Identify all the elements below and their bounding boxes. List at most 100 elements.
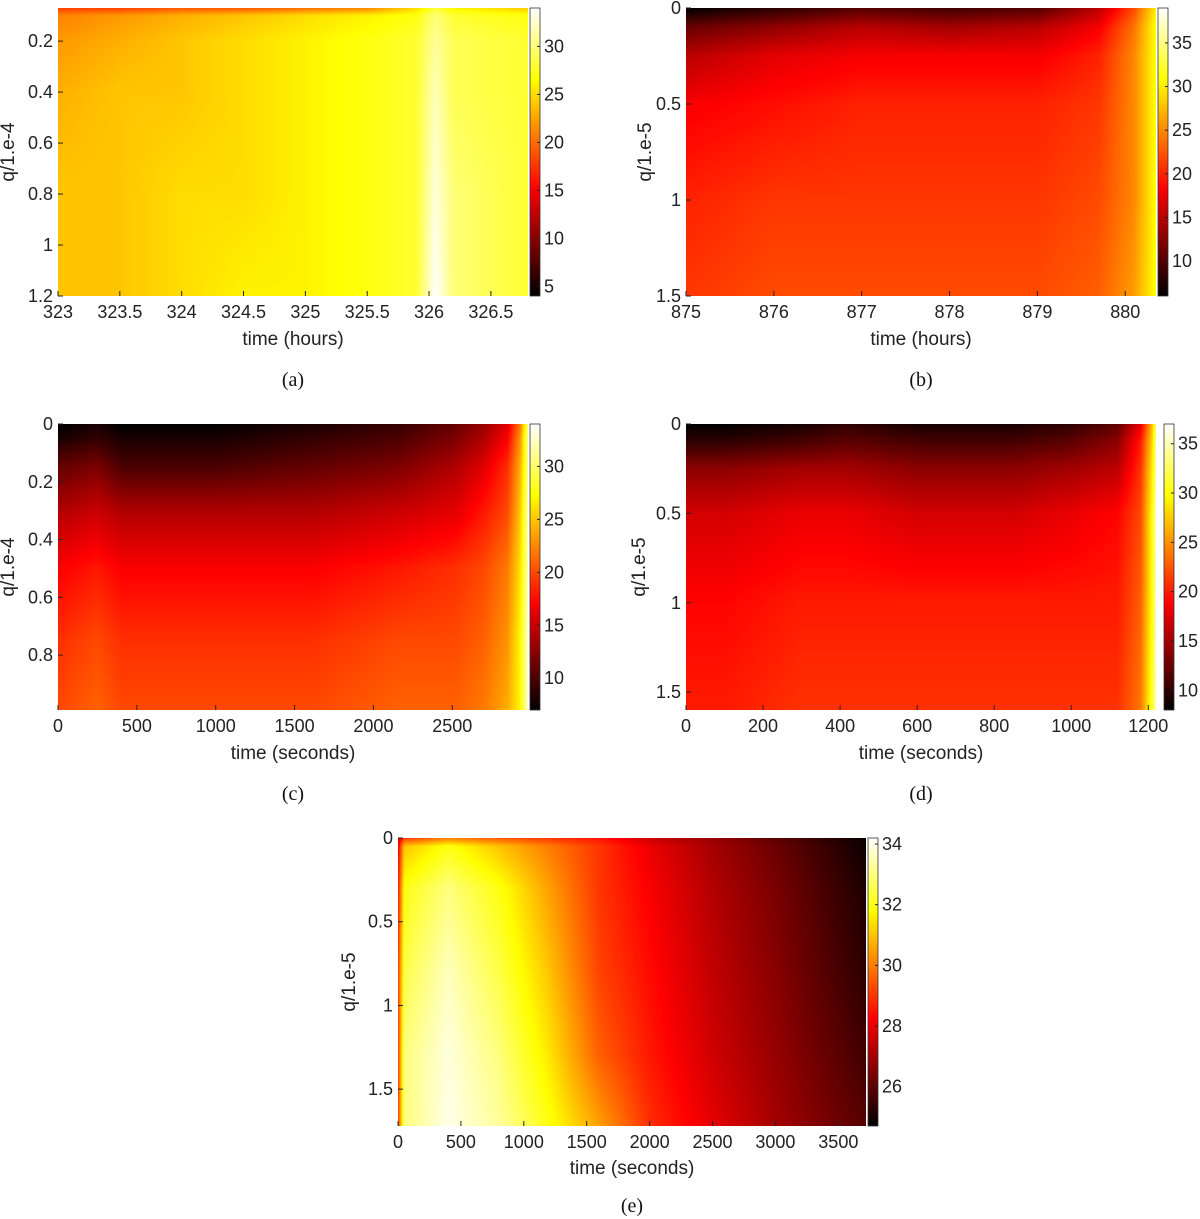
colorbar-c	[529, 423, 541, 711]
colorbar-tick-label: 15	[544, 615, 564, 635]
panel-b: 875 876 877 878 879 880 0 0.5 1 1.5 10 15 20 25 30 35 t…	[635, 0, 1192, 391]
panel-e: 0 500 1000 1500 2000 2500 3000 3500 0 0.5 1 1.5 26 28…	[339, 828, 902, 1217]
colorbar-tick-label: 10	[1172, 251, 1192, 271]
colorbar-tick-label: 30	[544, 36, 564, 56]
x-tick-label: 1000	[504, 1132, 544, 1152]
x-tick-label: 1500	[275, 716, 315, 736]
caption-a: (a)	[282, 369, 304, 391]
caption-e: (e)	[621, 1195, 643, 1217]
colorbar-d	[1163, 423, 1175, 711]
colorbar-tick-label: 20	[544, 562, 564, 582]
x-tick-label: 326.5	[468, 302, 513, 322]
axes-d: 0 200 400 600 800 1000 1200 0 0.5 1 1.5 10 15 20 25 30 3…	[656, 414, 1198, 736]
y-axis-label-b: q/1.e-5	[635, 122, 656, 181]
x-tick-label: 323	[43, 302, 73, 322]
x-tick-label: 2000	[630, 1132, 670, 1152]
colorbar-tick-label: 28	[882, 1016, 902, 1036]
caption-c: (c)	[282, 783, 304, 805]
panel-c: 0 500 1000 1500 2000 2500 0 0.2 0.4 0.6 0.8 10 15 20 2…	[0, 414, 564, 805]
x-tick-label: 200	[748, 716, 778, 736]
y-tick-label: 0	[671, 0, 681, 18]
panel-a: 323 323.5 324 324.5 325 325.5 326 326.5 0.2 0.4 0.…	[0, 7, 564, 391]
y-tick-label: 0.5	[368, 912, 393, 932]
y-tick-label: 0	[383, 828, 393, 848]
y-tick-label: 1.5	[656, 682, 681, 702]
y-tick-label: 1.5	[656, 286, 681, 306]
x-tick-label: 880	[1110, 302, 1140, 322]
heatmap-a	[58, 8, 528, 296]
y-tick-label: 0.2	[28, 31, 53, 51]
y-axis-label-c: q/1.e-4	[0, 537, 19, 597]
colorbar-tick-label: 25	[1172, 120, 1192, 140]
colorbar-e	[867, 837, 879, 1127]
x-tick-label: 2500	[692, 1132, 732, 1152]
colorbar-b	[1157, 7, 1169, 297]
caption-b: (b)	[909, 369, 932, 391]
y-tick-label: 0.8	[28, 184, 53, 204]
x-tick-label: 879	[1022, 302, 1052, 322]
colorbar-tick-label: 35	[1172, 33, 1192, 53]
y-tick-label: 1	[671, 593, 681, 613]
colorbar-tick-label: 20	[1172, 164, 1192, 184]
colorbar-tick-label: 30	[1178, 483, 1198, 503]
y-tick-label: 1.2	[28, 286, 53, 306]
x-tick-label: 875	[671, 302, 701, 322]
x-tick-label: 326	[414, 302, 444, 322]
colorbar-tick-label: 10	[1178, 680, 1198, 700]
axes-b: 875 876 877 878 879 880 0 0.5 1 1.5 10 15 20 25 30 35	[656, 0, 1192, 322]
colorbar-tick-label: 26	[882, 1077, 902, 1097]
x-tick-label: 800	[979, 716, 1009, 736]
colorbar-tick-label: 34	[882, 834, 902, 854]
x-tick-label: 2000	[353, 716, 393, 736]
colorbar-tick-label: 25	[544, 84, 564, 104]
x-axis-label-e: time (seconds)	[570, 1158, 695, 1179]
x-tick-label: 400	[825, 716, 855, 736]
x-tick-label: 325	[290, 302, 320, 322]
colorbar-tick-label: 15	[1172, 207, 1192, 227]
colorbar-tick-label: 20	[1178, 582, 1198, 602]
colorbar-tick-label: 32	[882, 895, 902, 915]
colorbar-tick-label: 30	[544, 456, 564, 476]
y-tick-label: 0	[43, 414, 53, 434]
colorbar-tick-label: 15	[1178, 631, 1198, 651]
colorbar-tick-label: 25	[544, 509, 564, 529]
x-tick-label: 500	[446, 1132, 476, 1152]
x-axis-label-b: time (hours)	[870, 329, 971, 350]
y-tick-label: 0.8	[28, 645, 53, 665]
x-tick-label: 600	[902, 716, 932, 736]
y-tick-label: 0	[671, 414, 681, 434]
y-tick-label: 0.5	[656, 503, 681, 523]
x-tick-label: 0	[393, 1132, 403, 1152]
y-tick-label: 0.6	[28, 587, 53, 607]
x-tick-label: 0	[681, 716, 691, 736]
heatmap-e	[398, 838, 866, 1126]
heatmap-b	[686, 8, 1156, 296]
axes-e: 0 500 1000 1500 2000 2500 3000 3500 0 0.5 1 1.5 26 28…	[368, 828, 902, 1152]
colorbar-a	[529, 7, 541, 297]
x-tick-label: 1000	[1051, 716, 1091, 736]
colorbar-tick-label: 30	[882, 955, 902, 975]
x-tick-label: 878	[935, 302, 965, 322]
y-tick-label: 0.2	[28, 472, 53, 492]
x-tick-label: 324	[167, 302, 197, 322]
x-tick-label: 1000	[196, 716, 236, 736]
colorbar-tick-label: 35	[1178, 434, 1198, 454]
x-tick-label: 1500	[567, 1132, 607, 1152]
y-tick-label: 1	[43, 235, 53, 255]
heatmap-c	[58, 424, 528, 710]
x-tick-label: 1200	[1128, 716, 1168, 736]
y-tick-label: 0.4	[28, 82, 53, 102]
x-tick-label: 3500	[818, 1132, 858, 1152]
colorbar-tick-label: 5	[544, 276, 554, 296]
x-axis-label-c: time (seconds)	[231, 743, 356, 764]
x-axis-label-a: time (hours)	[242, 329, 343, 350]
x-tick-label: 0	[53, 716, 63, 736]
heatmap-d	[686, 424, 1156, 710]
x-tick-label: 323.5	[97, 302, 142, 322]
x-tick-label: 324.5	[221, 302, 266, 322]
colorbar-tick-label: 25	[1178, 532, 1198, 552]
axes-a: 323 323.5 324 324.5 325 325.5 326 326.5 0.2 0.4 0.…	[28, 31, 564, 322]
colorbar-tick-label: 20	[544, 132, 564, 152]
y-axis-label-d: q/1.e-5	[629, 537, 650, 596]
